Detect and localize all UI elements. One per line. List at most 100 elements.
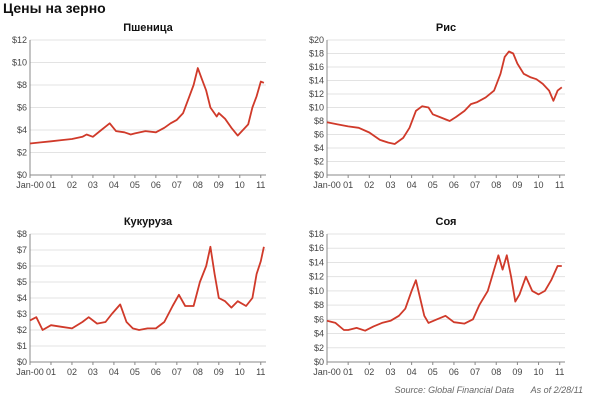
x-tick-label: 01 — [343, 180, 353, 190]
x-tick-label: 04 — [109, 180, 119, 190]
y-tick-label: $2 — [314, 343, 324, 353]
y-tick-label: $12 — [309, 272, 324, 282]
x-tick-label: 01 — [46, 180, 56, 190]
y-tick-label: $8 — [17, 229, 27, 239]
x-tick-label: 06 — [449, 367, 459, 377]
price-line — [326, 50, 563, 145]
as-of-note: As of 2/28/11 — [530, 385, 583, 395]
y-tick-label: $6 — [314, 130, 324, 140]
x-tick-label: 03 — [385, 367, 395, 377]
y-tick-label: $4 — [314, 329, 324, 339]
x-tick-label: 03 — [88, 180, 98, 190]
x-tick-label: 07 — [172, 180, 182, 190]
y-tick-label: $16 — [309, 62, 324, 72]
x-tick-label: 08 — [491, 180, 501, 190]
y-tick-label: $1 — [17, 341, 27, 351]
y-tick-label: $8 — [314, 300, 324, 310]
x-tick-label: 10 — [534, 367, 544, 377]
price-line — [29, 67, 265, 145]
x-tick-label: 02 — [364, 367, 374, 377]
y-tick-label: $18 — [309, 49, 324, 59]
y-tick-label: $16 — [309, 243, 324, 253]
x-tick-label: Jan-00 — [313, 180, 341, 190]
x-tick-label: 04 — [407, 367, 417, 377]
x-tick-label: 07 — [470, 367, 480, 377]
x-tick-label: 10 — [235, 367, 245, 377]
x-tick-label: 02 — [67, 367, 77, 377]
x-tick-label: 09 — [214, 180, 224, 190]
y-tick-label: $10 — [309, 286, 324, 296]
y-tick-label: $0 — [17, 170, 27, 180]
x-tick-label: 11 — [555, 180, 564, 190]
x-tick-label: 02 — [364, 180, 374, 190]
x-tick-label: 05 — [130, 180, 140, 190]
x-tick-label: 06 — [151, 180, 161, 190]
wheat-chart: Пшеница $0 $2 $4 $6 $8 $10 $12 Jan-00 01 02 03 04 05 0… — [12, 22, 266, 190]
y-tick-label: $4 — [17, 125, 27, 135]
soy-chart: Соя $0 $2 $4 $6 $8 $10 $12 $14 $16 $18 Jan-00 01 02 03… — [309, 216, 565, 377]
y-tick-label: $7 — [17, 245, 27, 255]
y-tick-label: $2 — [314, 157, 324, 167]
y-tick-label: $10 — [12, 58, 27, 68]
x-tick-label: 04 — [109, 367, 119, 377]
y-tick-label: $18 — [309, 229, 324, 239]
x-tick-label: 11 — [256, 180, 265, 190]
y-tick-label: $4 — [17, 293, 27, 303]
y-tick-label: $6 — [17, 103, 27, 113]
x-tick-label: 08 — [193, 367, 203, 377]
x-tick-label: 04 — [407, 180, 417, 190]
y-tick-label: $8 — [17, 80, 27, 90]
price-line — [326, 254, 562, 332]
x-tick-label: 10 — [235, 180, 245, 190]
y-tick-label: $20 — [309, 35, 324, 45]
x-tick-label: 06 — [151, 367, 161, 377]
x-tick-label: 05 — [428, 367, 438, 377]
x-tick-label: 06 — [449, 180, 459, 190]
price-line — [29, 245, 265, 331]
x-tick-label: Jan-00 — [16, 180, 44, 190]
y-tick-label: $6 — [17, 261, 27, 271]
x-tick-label: 08 — [491, 367, 501, 377]
x-tick-label: 03 — [88, 367, 98, 377]
y-tick-label: $5 — [17, 277, 27, 287]
chart-title: Соя — [436, 216, 457, 228]
y-tick-label: $4 — [314, 143, 324, 153]
x-tick-label: 08 — [193, 180, 203, 190]
x-tick-label: 09 — [214, 367, 224, 377]
x-tick-label: 07 — [470, 180, 480, 190]
x-tick-label: 09 — [512, 367, 522, 377]
x-tick-label: 11 — [555, 367, 564, 377]
chart-title: Пшеница — [123, 22, 173, 34]
y-tick-label: $12 — [309, 89, 324, 99]
x-tick-label: Jan-00 — [313, 367, 341, 377]
y-tick-label: $10 — [309, 103, 324, 113]
x-tick-label: 05 — [130, 367, 140, 377]
x-tick-label: 02 — [67, 180, 77, 190]
x-tick-label: 01 — [343, 367, 353, 377]
x-tick-label: 07 — [172, 367, 182, 377]
y-tick-label: $12 — [12, 35, 27, 45]
y-tick-label: $6 — [314, 314, 324, 324]
x-tick-label: 03 — [385, 180, 395, 190]
y-tick-label: $2 — [17, 325, 27, 335]
y-tick-label: $14 — [309, 76, 324, 86]
rice-chart: Рис $0 $2 $4 $6 $8 $10 $12 $14 $16 $18 $20 Jan-00 01 0… — [309, 22, 565, 190]
x-tick-label: Jan-00 — [16, 367, 44, 377]
chart-title: Рис — [436, 22, 456, 34]
x-tick-label: 01 — [46, 367, 56, 377]
footer: Source: Global Financial Data As of 2/28… — [381, 385, 583, 395]
x-tick-label: 09 — [512, 180, 522, 190]
page-title: Цены на зерно — [3, 0, 106, 16]
y-tick-label: $2 — [17, 148, 27, 158]
x-tick-label: 11 — [256, 367, 265, 377]
y-tick-label: $0 — [314, 170, 324, 180]
corn-chart: Кукуруза $0 $1 $2 $3 $4 $5 $6 $7 $8 Jan-00 01 02 03 04… — [16, 216, 266, 377]
y-tick-label: $14 — [309, 257, 324, 267]
y-tick-label: $0 — [314, 357, 324, 367]
chart-title: Кукуруза — [124, 216, 173, 228]
y-tick-label: $0 — [17, 357, 27, 367]
x-tick-label: 10 — [534, 180, 544, 190]
y-tick-label: $8 — [314, 116, 324, 126]
source-note: Source: Global Financial Data — [394, 385, 515, 395]
x-tick-label: 05 — [428, 180, 438, 190]
